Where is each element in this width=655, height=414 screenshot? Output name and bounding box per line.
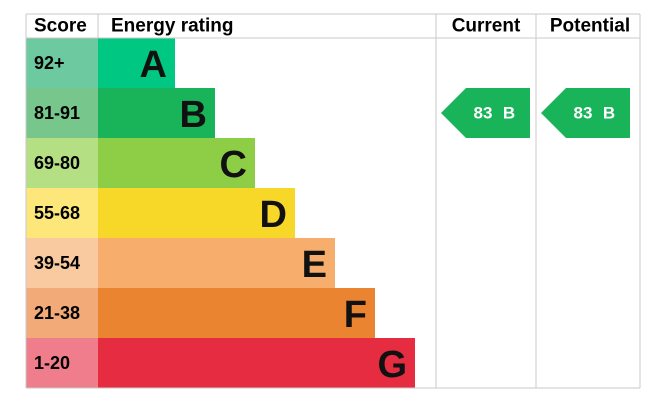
- rating-bar: [98, 138, 255, 188]
- score-cell: [26, 188, 98, 238]
- rating-letter: A: [140, 44, 167, 86]
- score-label: 92+: [34, 53, 65, 73]
- score-cell: [26, 288, 98, 338]
- current-score: 83: [474, 104, 493, 123]
- rating-letter: B: [180, 94, 207, 136]
- potential-arrow: [541, 88, 630, 138]
- current-header: Current: [452, 16, 521, 37]
- rating-bar: [98, 188, 295, 238]
- potential-rating: B: [603, 104, 615, 123]
- rating-letter: F: [344, 294, 367, 336]
- score-label: 1-20: [34, 353, 70, 373]
- score-cell: [26, 238, 98, 288]
- score-label: 55-68: [34, 203, 80, 223]
- current-arrow: [441, 88, 530, 138]
- rating-bar: [98, 238, 335, 288]
- rating-letter: D: [260, 194, 287, 236]
- score-cell: [26, 338, 98, 388]
- rating-bar: [98, 338, 415, 388]
- rating-letter: C: [220, 144, 247, 186]
- rating-bar: [98, 88, 215, 138]
- rating-header: Energy rating: [111, 16, 233, 37]
- score-header: Score: [34, 16, 87, 37]
- score-label: 81-91: [34, 103, 80, 123]
- rating-letter: E: [302, 244, 327, 286]
- rating-letter: G: [377, 344, 407, 386]
- score-label: 69-80: [34, 153, 80, 173]
- rating-bar: [98, 288, 375, 338]
- potential-header: Potential: [550, 16, 630, 37]
- score-cell: [26, 88, 98, 138]
- score-label: 21-38: [34, 303, 80, 323]
- score-cell: [26, 38, 98, 88]
- score-label: 39-54: [34, 253, 80, 273]
- potential-score: 83: [574, 104, 593, 123]
- score-cell: [26, 138, 98, 188]
- current-rating: B: [503, 104, 515, 123]
- rating-bar: [98, 38, 175, 88]
